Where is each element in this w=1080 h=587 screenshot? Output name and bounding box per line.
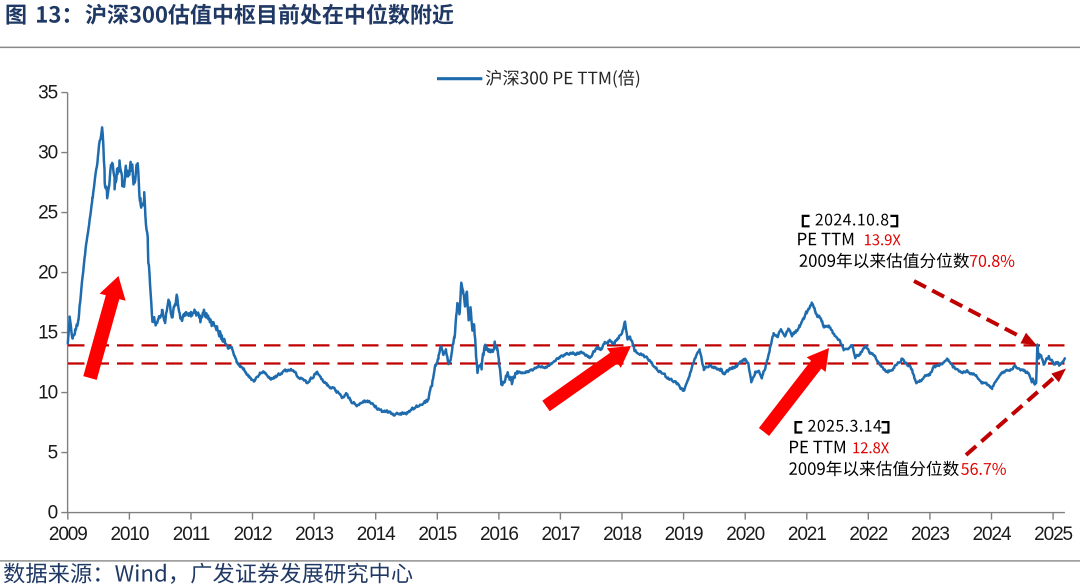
svg-text:2011: 2011 — [173, 524, 210, 545]
svg-text:35: 35 — [38, 83, 58, 104]
svg-text:10: 10 — [38, 383, 58, 404]
svg-text:2018: 2018 — [603, 524, 641, 545]
svg-text:2020: 2020 — [726, 524, 764, 545]
svg-text:2024: 2024 — [973, 524, 1012, 545]
svg-text:2023: 2023 — [911, 524, 949, 545]
svg-text:25: 25 — [38, 203, 58, 224]
svg-text:2014: 2014 — [357, 524, 396, 545]
svg-text:2022: 2022 — [849, 524, 887, 545]
svg-text:2017: 2017 — [541, 524, 579, 545]
svg-text:2012: 2012 — [234, 524, 272, 545]
svg-text:30: 30 — [38, 143, 58, 164]
svg-text:2009: 2009 — [49, 524, 87, 545]
svg-text:2019: 2019 — [665, 524, 703, 545]
svg-text:2016: 2016 — [480, 524, 518, 545]
svg-text:15: 15 — [38, 323, 58, 344]
svg-text:0: 0 — [48, 503, 58, 524]
svg-text:2015: 2015 — [418, 524, 456, 545]
svg-text:20: 20 — [38, 263, 58, 284]
svg-text:5: 5 — [48, 443, 58, 464]
svg-text:2021: 2021 — [788, 524, 826, 545]
svg-text:2013: 2013 — [295, 524, 333, 545]
svg-text:2025: 2025 — [1034, 524, 1072, 545]
svg-text:2010: 2010 — [110, 524, 148, 545]
